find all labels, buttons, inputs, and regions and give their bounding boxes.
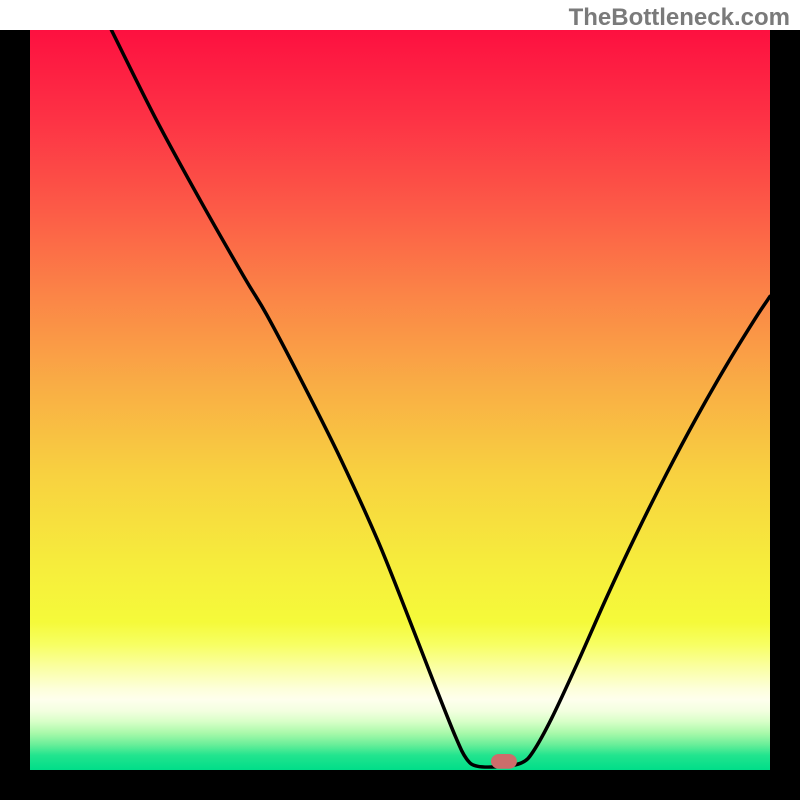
min-marker (491, 754, 517, 769)
bottleneck-curve (30, 30, 770, 770)
watermark-text: TheBottleneck.com (569, 4, 790, 31)
plot-inner (30, 30, 770, 770)
plot-area (0, 30, 800, 800)
watermark: TheBottleneck.com (569, 4, 790, 32)
